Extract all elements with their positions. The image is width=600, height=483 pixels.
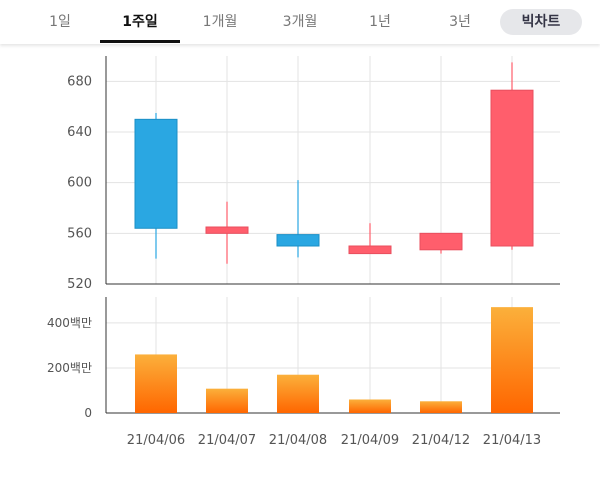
volume-panel: 0 200백만 400백만 xyxy=(47,297,560,420)
candle-21-04-12 xyxy=(419,232,463,254)
x-tick-label: 21/04/13 xyxy=(483,433,541,448)
volume-bar-21-04-08 xyxy=(277,374,319,413)
volume-bar-21-04-06 xyxy=(135,354,177,413)
tab-1-month[interactable]: 1개월 xyxy=(202,14,238,30)
volume-bar-21-04-07 xyxy=(206,388,248,413)
candle-body xyxy=(276,234,320,247)
volume-tick-label: 200백만 xyxy=(47,361,92,375)
x-tick-label: 21/04/12 xyxy=(412,433,470,448)
tab-1-week[interactable]: 1주일 xyxy=(122,14,158,30)
x-tick-label: 21/04/07 xyxy=(198,433,256,448)
tab-1-day[interactable]: 1일 xyxy=(49,14,71,30)
y-tick-label: 680 xyxy=(67,74,92,89)
volume-bar-21-04-13 xyxy=(491,307,533,413)
volume-tick-label: 400백만 xyxy=(47,316,92,330)
y-tick-label: 520 xyxy=(67,277,92,292)
x-tick-label: 21/04/08 xyxy=(269,433,327,448)
y-tick-label: 560 xyxy=(67,226,92,241)
candle-body xyxy=(490,89,534,247)
tab-3-months[interactable]: 3개월 xyxy=(282,14,318,30)
candlestick-panel: 520 560 600 640 680 xyxy=(67,56,560,292)
candle-body xyxy=(205,226,249,234)
big-chart-button[interactable]: 빅차트 xyxy=(500,9,582,35)
candle-body xyxy=(134,118,178,229)
candle-21-04-09 xyxy=(348,223,392,255)
x-tick-label: 21/04/09 xyxy=(341,433,399,448)
candle-21-04-07 xyxy=(205,201,249,264)
x-tick-label: 21/04/06 xyxy=(127,433,185,448)
candle-body xyxy=(348,245,392,255)
candle-21-04-13 xyxy=(490,62,534,250)
candle-21-04-08 xyxy=(276,180,320,258)
candle-body xyxy=(419,232,463,251)
tab-1-year[interactable]: 1년 xyxy=(369,14,391,30)
tab-3-years[interactable]: 3년 xyxy=(449,14,471,30)
volume-bar-21-04-12 xyxy=(420,401,462,413)
volume-tick-label: 0 xyxy=(84,406,92,420)
y-tick-label: 640 xyxy=(67,125,92,140)
x-axis: 21/04/06 21/04/07 21/04/08 21/04/09 21/04/12… xyxy=(127,433,541,448)
y-tick-label: 600 xyxy=(67,176,92,191)
candle-21-04-06 xyxy=(134,113,178,259)
active-tab-indicator xyxy=(100,40,180,43)
period-tab-bar: 1일 1주일 1개월 3개월 1년 3년 빅차트 xyxy=(0,0,600,44)
volume-bar-21-04-09 xyxy=(349,399,391,413)
